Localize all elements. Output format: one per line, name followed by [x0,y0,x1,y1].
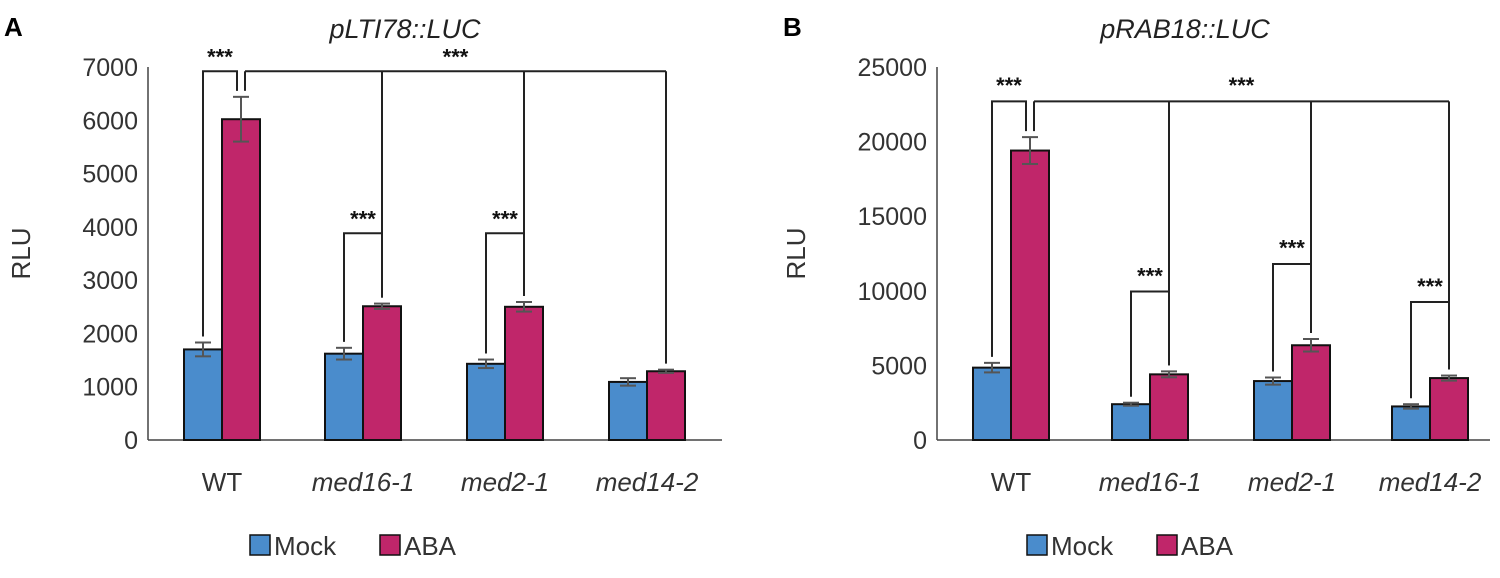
significance-label: *** [443,44,469,69]
x-tick-label: med14-2 [596,467,699,497]
y-axis-label: RLU [6,227,36,279]
y-tick-label: 0 [913,427,927,455]
y-tick-label: 10000 [857,278,927,306]
legend-swatch-mock [1026,534,1048,556]
legend-label-mock: Mock [1051,531,1114,561]
y-tick-label: 15000 [857,203,927,231]
bar-mock-WT [183,348,223,441]
panel-label: A [4,12,23,42]
x-tick-label: med16-1 [1099,467,1202,497]
bar-aba-med16-1 [362,305,402,442]
bar-aba-med14-2 [646,370,686,441]
bar-aba-med2-1 [1291,344,1331,441]
bar-mock-med14-2 [608,380,648,442]
bar-aba-med14-2 [1429,377,1469,441]
legend-swatch-mock [249,534,271,556]
x-tick-label: med2-1 [461,467,549,497]
bar-mock-WT [972,366,1012,441]
y-tick-label: 5000 [871,352,927,380]
y-axis-label: RLU [781,227,811,279]
chart-title: pLTI78::LUC [328,14,481,44]
significance-label: *** [1229,73,1255,98]
significance-bracket [202,70,238,337]
x-tick-label: WT [991,467,1032,497]
legend-label-mock: Mock [274,531,337,561]
y-tick-label: 0 [124,427,138,455]
x-tick-label: med16-1 [312,467,415,497]
significance-label: *** [1279,236,1305,261]
y-tick-label: 7000 [82,54,138,82]
legend-swatch-aba [379,534,401,556]
x-tick-label: med2-1 [1248,467,1336,497]
y-tick-label: 25000 [857,54,927,82]
bar-mock-med16-1 [324,352,364,442]
x-tick-label: WT [202,467,243,497]
y-tick-label: 3000 [82,267,138,295]
legend-label-aba: ABA [1181,531,1234,561]
y-tick-label: 6000 [82,107,138,135]
bar-mock-med2-1 [1253,380,1293,442]
panel-label: B [783,12,802,42]
y-tick-label: 4000 [82,214,138,242]
bar-aba-med16-1 [1149,373,1189,441]
y-tick-label: 20000 [857,129,927,157]
significance-label: *** [350,206,376,231]
significance-label: *** [1137,263,1163,288]
significance-label: *** [996,73,1022,98]
bar-aba-WT [1010,149,1050,441]
legend-swatch-aba [1156,534,1178,556]
significance-label: *** [207,44,233,69]
significance-label: *** [1417,274,1443,299]
y-tick-label: 1000 [82,374,138,402]
significance-label: *** [492,206,518,231]
bar-mock-med2-1 [466,362,506,441]
y-tick-label: 5000 [82,161,138,189]
x-tick-label: med14-2 [1379,467,1482,497]
chart-title: pRAB18::LUC [1099,14,1270,44]
bar-aba-WT [221,118,261,441]
bar-aba-med2-1 [504,305,544,441]
y-tick-label: 2000 [82,320,138,348]
significance-bracket [991,100,1027,357]
bar-mock-med16-1 [1111,403,1151,441]
bar-mock-med14-2 [1391,405,1431,441]
legend-label-aba: ABA [404,531,457,561]
